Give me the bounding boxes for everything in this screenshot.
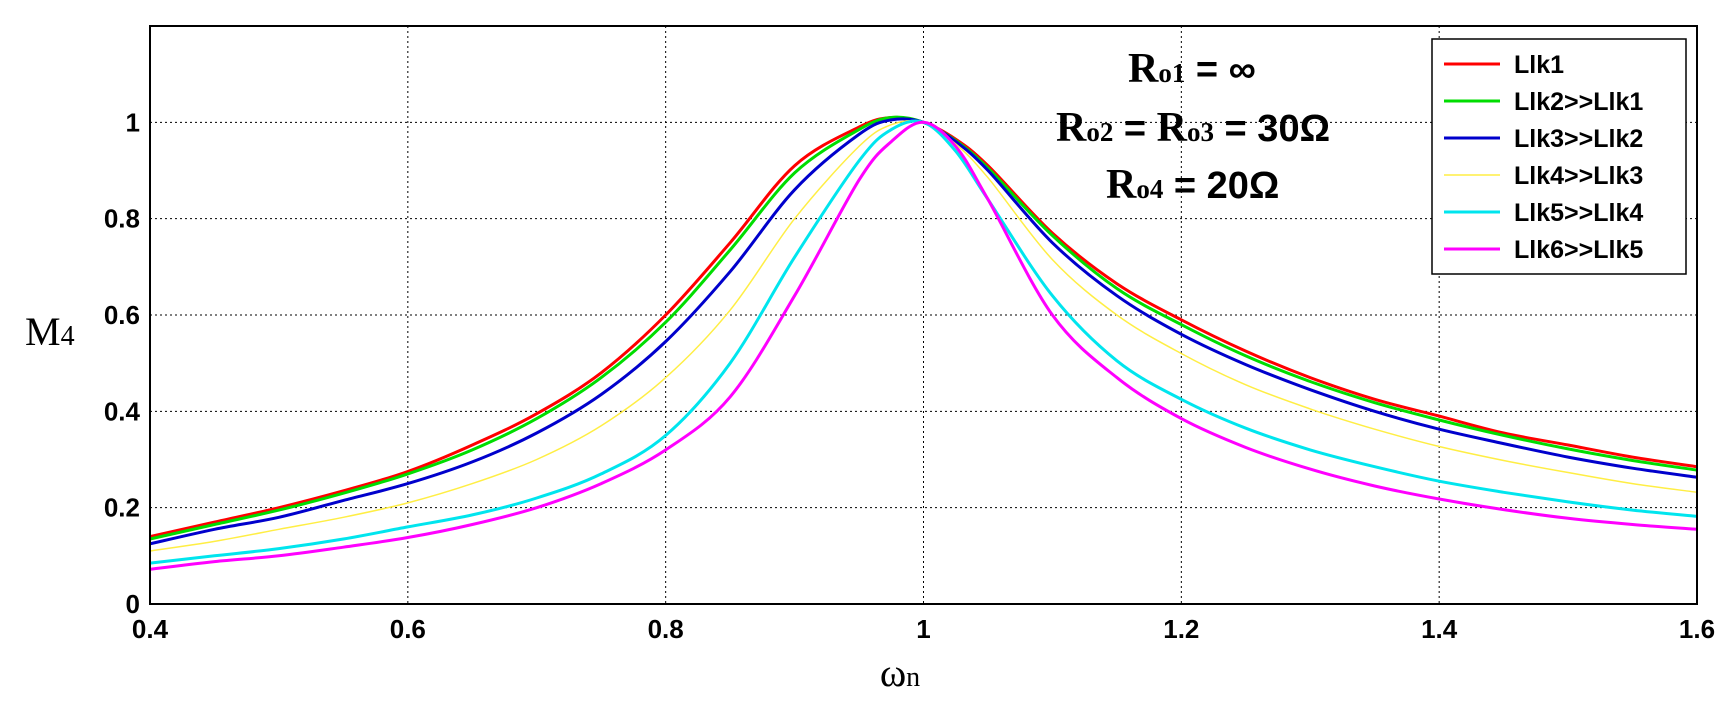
annotation-ro2-ro3: Ro2 = Ro3 = 30Ω <box>1056 105 1330 151</box>
x-tick-label: 1.6 <box>1679 614 1715 644</box>
annotation-ro1: Ro1 = ∞ <box>1128 46 1256 92</box>
annotation-ro4: Ro4 = 20Ω <box>1106 162 1279 208</box>
x-tick-label: 1.4 <box>1421 614 1458 644</box>
y-axis-label: M4 <box>25 309 75 354</box>
plot-frame <box>149 25 1698 605</box>
legend-box <box>1431 38 1687 275</box>
y-axis-label-sub: 4 <box>61 321 75 352</box>
legend: Llk1 Llk2>>Llk1 Llk3>>Llk2 Llk4>>Llk3 Llk5>>… <box>1431 38 1687 275</box>
y-tick-label: 0.6 <box>104 300 140 330</box>
annotation-block: Ro1 = ∞ Ro2 = Ro3 = 30Ω Ro4 = 20Ω <box>1056 46 1330 208</box>
x-tick-label: 0.4 <box>132 614 169 644</box>
y-tick-label: 0.8 <box>104 204 140 234</box>
legend-label: Llk1 <box>1514 51 1564 79</box>
y-tick-label: 0 <box>126 589 140 619</box>
legend-label: Llk4>>Llk3 <box>1514 162 1643 190</box>
legend-label: Llk5>>Llk4 <box>1514 199 1643 227</box>
x-axis-label: ωn <box>880 650 920 695</box>
y-tick-labels: 0 0.2 0.4 0.6 0.8 1 <box>104 107 141 619</box>
x-axis-label-main: ω <box>880 650 906 695</box>
y-axis-label-main: M <box>25 309 61 354</box>
series-lines <box>149 115 1698 571</box>
x-axis-label-sub: n <box>906 662 920 693</box>
legend-label: Llk2>>Llk1 <box>1514 88 1643 116</box>
x-tick-labels: 0.4 0.6 0.8 1 1.2 1.4 1.6 <box>132 614 1715 644</box>
y-tick-label: 0.2 <box>104 493 140 523</box>
x-tick-label: 0.8 <box>648 614 684 644</box>
y-tick-label: 1 <box>126 107 140 137</box>
x-tick-label: 0.6 <box>390 614 426 644</box>
x-tick-label: 1.2 <box>1163 614 1199 644</box>
legend-label: Llk3>>Llk2 <box>1514 125 1643 153</box>
y-tick-label: 0.4 <box>104 396 141 426</box>
legend-label: Llk6>>Llk5 <box>1514 236 1643 264</box>
series-line-6 <box>149 120 1698 571</box>
x-tick-label: 1 <box>916 614 930 644</box>
